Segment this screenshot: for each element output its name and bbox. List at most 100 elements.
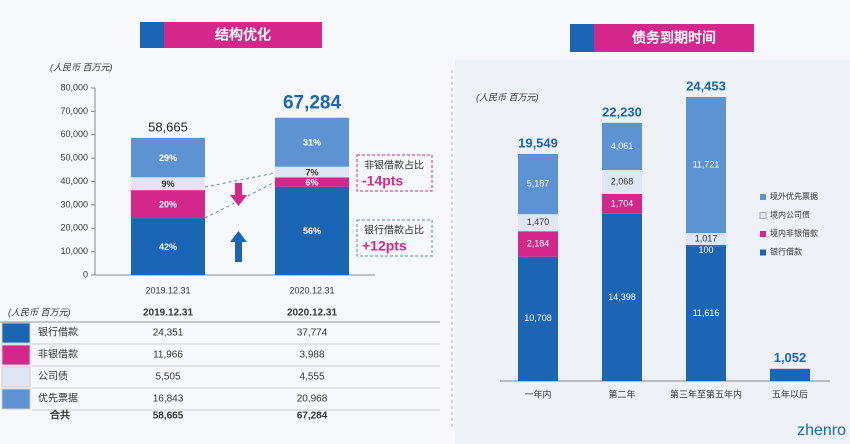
- table-cell: 优先票据: [38, 392, 78, 405]
- share-label: 56%: [303, 226, 321, 236]
- share-label: 9%: [161, 179, 174, 189]
- table-total: 67,284: [297, 411, 328, 422]
- value-label: 2,068: [611, 176, 634, 186]
- bar-segment: [686, 246, 726, 381]
- annotation-box: [356, 219, 433, 257]
- legend-swatch: [760, 194, 766, 200]
- x-tick-label: 第二年: [608, 388, 635, 399]
- y-tick-label: 10,000: [60, 246, 88, 256]
- total-label: 24,453: [686, 78, 726, 93]
- table-header: (人民币 百万元): [8, 307, 71, 317]
- table-total: 合共: [49, 409, 70, 422]
- legend-label: 境内非银借款: [770, 228, 818, 238]
- bar-segment: [518, 214, 558, 232]
- banner-block: [140, 22, 164, 48]
- right-title: 债务到期时间: [632, 30, 716, 46]
- table-cell: 16,843: [153, 394, 184, 405]
- unit-label: (人民币 百万元): [476, 92, 539, 102]
- bar-segment: [602, 193, 642, 214]
- down-arrow: [230, 195, 247, 206]
- bar-segment: [131, 218, 205, 275]
- table-cell: 24,351: [153, 328, 184, 339]
- value-label: 14,398: [608, 292, 636, 302]
- table-cell: 非银借款: [38, 348, 78, 361]
- y-tick-label: 60,000: [60, 129, 88, 139]
- bar-segment: [518, 231, 558, 257]
- legend-label: 境外优先票据: [770, 191, 818, 201]
- bar-segment: [131, 137, 205, 178]
- table-total: 58,665: [153, 411, 184, 422]
- legend-swatch: [760, 231, 766, 237]
- total-label: 1,052: [774, 350, 807, 365]
- bar-segment: [131, 190, 205, 219]
- value-label: 11,721: [693, 159, 720, 169]
- y-tick-label: 30,000: [60, 199, 88, 209]
- table-cell: 20,968: [297, 394, 328, 405]
- x-tick-label: 第三年至第五年内: [670, 388, 742, 399]
- annotation-box: [356, 154, 433, 192]
- legend-label: 境内公司债: [770, 210, 810, 220]
- y-tick-label: 70,000: [60, 106, 88, 116]
- bar-segment: [275, 166, 349, 178]
- bar-segment: [602, 213, 642, 381]
- value-label: 1,470: [527, 217, 550, 227]
- logo: zhenro: [797, 422, 846, 439]
- left-title: 结构优化: [215, 27, 271, 43]
- total-label: 22,230: [602, 104, 642, 119]
- legend-swatch: [1, 388, 31, 410]
- legend-swatch: [760, 249, 766, 256]
- table-cell: 3,988: [299, 350, 324, 361]
- bar-segment: [770, 368, 810, 381]
- value-label: 2,184: [527, 238, 550, 248]
- legend-swatch: [759, 212, 767, 219]
- table-cell: 37,774: [297, 328, 328, 339]
- value-label: 100: [698, 245, 713, 255]
- total-label: 67,284: [283, 93, 342, 114]
- bar-segment: [131, 177, 205, 191]
- x-tick-label: 五年以后: [772, 388, 808, 399]
- banner: [164, 22, 322, 48]
- share-label: 31%: [303, 138, 321, 148]
- share-label: 20%: [159, 199, 177, 209]
- bar-segment: [518, 153, 558, 215]
- y-tick-label: 20,000: [60, 223, 88, 233]
- annotation-title: 非银借款占比: [364, 159, 424, 172]
- bar-segment: [275, 117, 349, 167]
- banner-block: [570, 24, 594, 52]
- bar-segment: [275, 177, 349, 187]
- table-cell: 11,966: [153, 350, 183, 361]
- up-arrow: [230, 231, 247, 242]
- legend-swatch: [1, 344, 31, 366]
- x-tick-label: 2020.12.31: [289, 285, 334, 295]
- table-cell: 银行借款: [38, 326, 78, 339]
- table-header: 2020.12.31: [287, 308, 337, 319]
- down-arrow: [235, 183, 242, 195]
- trend-arrow: [204, 181, 276, 219]
- up-arrow: [235, 242, 242, 262]
- value-label: 10,708: [524, 313, 552, 323]
- table-cell: 公司债: [38, 370, 68, 383]
- legend-swatch: [1, 366, 31, 388]
- y-tick-label: 50,000: [60, 153, 88, 163]
- annotation-text: +12pts: [362, 238, 407, 254]
- bar-segment: [518, 256, 558, 381]
- value-label: 1,017: [695, 233, 718, 243]
- annotation-title: 银行借款占比: [364, 224, 424, 237]
- share-label: 42%: [159, 242, 177, 252]
- bar-segment: [686, 244, 726, 247]
- x-tick-label: 2019.12.31: [145, 285, 190, 295]
- legend-label: 银行借款: [770, 247, 802, 257]
- bar-segment: [686, 96, 726, 234]
- y-tick-label: 40,000: [60, 176, 88, 186]
- table-header: 2019.12.31: [143, 308, 193, 319]
- value-label: 4,061: [611, 141, 634, 151]
- bar-segment: [686, 233, 726, 245]
- share-label: 29%: [159, 153, 177, 163]
- legend-swatch: [1, 322, 31, 344]
- value-label: 1,704: [611, 198, 634, 208]
- y-tick-label: 80,000: [60, 82, 88, 92]
- value-label: 11,616: [693, 308, 720, 318]
- bar-segment: [602, 122, 642, 170]
- table-cell: 5,505: [155, 372, 180, 383]
